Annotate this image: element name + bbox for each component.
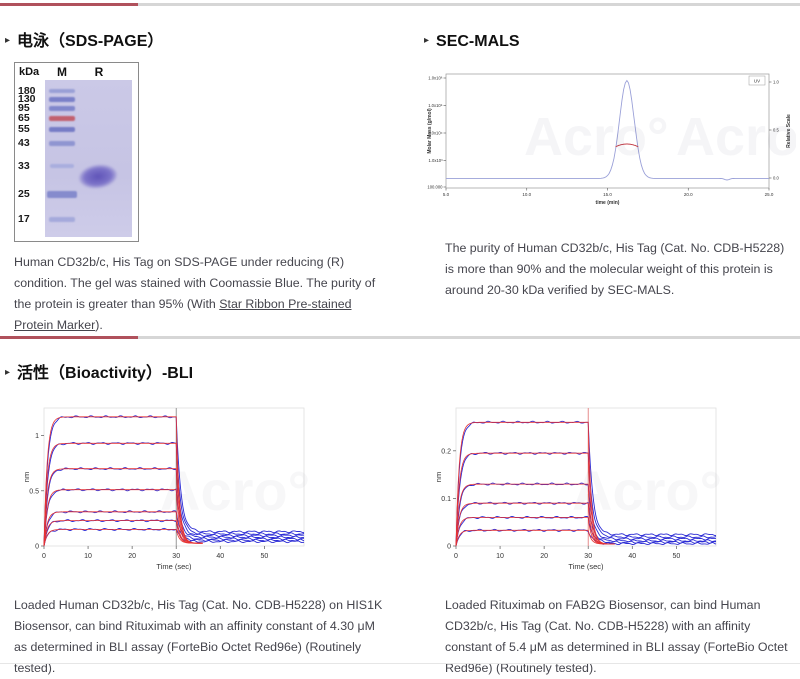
svg-text:0: 0 <box>454 553 458 560</box>
gel-ladder-label: 95 <box>18 102 30 114</box>
svg-text:40: 40 <box>216 553 224 560</box>
sec-mals-section: ▸ SEC-MALS Acro° Acro° 5.010.015.020.025… <box>424 30 796 301</box>
gel-unit-label: kDa <box>19 66 40 78</box>
gel-marker-band <box>47 190 77 198</box>
gel-ladder-label: 180 <box>18 85 36 97</box>
sds-page-section: ▸ 电泳（SDS-PAGE） kDa M R 180 130 95 65 55 43 33 2… <box>5 30 395 336</box>
gel-marker-band <box>49 126 75 132</box>
svg-text:10.0: 10.0 <box>522 192 531 197</box>
bli-fab2g-chart: 0 10 20 30 40 50 0 0.1 0.2 Time (sec) nm <box>434 407 717 571</box>
svg-text:0.5: 0.5 <box>29 488 39 495</box>
sds-page-caption: Human CD32b/c, His Tag on SDS-PAGE under… <box>14 252 376 336</box>
gel-ladder-label: 65 <box>18 112 30 124</box>
svg-text:0.2: 0.2 <box>441 448 451 455</box>
svg-text:nm: nm <box>434 472 443 482</box>
sec-mals-caption: The purity of Human CD32b/c, His Tag (Ca… <box>445 241 785 298</box>
sds-caption-text-end: ). <box>95 318 103 333</box>
svg-text:25.0: 25.0 <box>765 192 774 197</box>
svg-text:Time (sec): Time (sec) <box>568 562 604 571</box>
sds-page-title: 电泳（SDS-PAGE） <box>17 33 164 50</box>
bioactivity-title: 活性（Bioactivity）-BLI <box>17 365 194 382</box>
triangle-bullet-icon: ▸ <box>5 367 11 378</box>
svg-text:time (min): time (min) <box>596 200 620 206</box>
sds-page-header[interactable]: ▸ 电泳（SDS-PAGE） <box>5 30 395 54</box>
svg-text:50: 50 <box>672 553 680 560</box>
gel-marker-band <box>49 89 75 93</box>
svg-text:0.0: 0.0 <box>773 176 779 181</box>
svg-text:20: 20 <box>540 553 548 560</box>
svg-text:0: 0 <box>42 553 46 560</box>
svg-text:1.0x10⁴: 1.0x10⁴ <box>428 131 443 136</box>
gel-ladder-label: 25 <box>18 188 30 200</box>
section-divider <box>0 336 800 339</box>
gel-marker-band <box>50 164 74 168</box>
svg-text:10: 10 <box>84 553 92 560</box>
svg-text:50: 50 <box>260 553 268 560</box>
bli-right-caption: Loaded Rituximab on FAB2G Biosensor, can… <box>445 598 788 675</box>
gel-marker-band <box>49 96 75 102</box>
svg-text:30: 30 <box>172 553 180 560</box>
sds-caption-text: Human CD32b/c, His Tag on SDS-PAGE under… <box>14 255 376 312</box>
svg-text:0: 0 <box>447 544 451 551</box>
svg-text:0: 0 <box>35 544 39 551</box>
section-divider-accent <box>0 336 138 339</box>
svg-text:1.0x10⁶: 1.0x10⁶ <box>428 76 443 81</box>
gel-marker-band <box>49 140 75 146</box>
svg-text:1.0: 1.0 <box>773 80 779 85</box>
svg-text:15.0: 15.0 <box>603 192 612 197</box>
svg-text:100.000: 100.000 <box>427 185 443 190</box>
svg-text:0.5: 0.5 <box>773 128 779 133</box>
gel-marker-band <box>49 216 75 222</box>
gel-plate <box>45 80 132 237</box>
bioactivity-header[interactable]: ▸ 活性（Bioactivity）-BLI <box>5 362 193 386</box>
top-divider <box>0 3 800 6</box>
bli-his1k-chart: 0 10 20 30 40 50 0 0.5 1 Time (sec) nm <box>22 407 305 571</box>
svg-text:UV: UV <box>754 79 760 84</box>
svg-text:Time (sec): Time (sec) <box>156 562 192 571</box>
gel-marker-band <box>49 105 75 111</box>
top-divider-accent <box>0 3 138 6</box>
triangle-bullet-icon: ▸ <box>5 35 11 46</box>
bottom-divider <box>0 663 800 664</box>
sec-mals-header[interactable]: ▸ SEC-MALS <box>424 30 796 54</box>
svg-text:20: 20 <box>128 553 136 560</box>
triangle-bullet-icon: ▸ <box>424 35 430 46</box>
bli-left-caption: Loaded Human CD32b/c, His Tag (Cat. No. … <box>14 598 383 675</box>
gel-ladder-label: 43 <box>18 137 30 149</box>
gel-ladder-label: 55 <box>18 123 30 135</box>
svg-text:1: 1 <box>35 433 39 440</box>
svg-text:Relative Scale: Relative Scale <box>786 114 792 148</box>
svg-text:30: 30 <box>584 553 592 560</box>
svg-text:1.0x10⁵: 1.0x10⁵ <box>428 103 443 108</box>
svg-text:0.1: 0.1 <box>441 496 451 503</box>
gel-ladder-label: 33 <box>18 160 30 172</box>
gel-lane-r-label: R <box>94 65 104 79</box>
sec-mals-chart: 5.0 10.0 15.0 20.0 25.0 time (min) 1.0x10⁶ 1.0x… <box>427 73 792 206</box>
svg-text:1.0x10³: 1.0x10³ <box>429 158 444 163</box>
sec-mals-title: SEC-MALS <box>436 33 520 50</box>
gel-ladder-label: 130 <box>18 93 36 105</box>
svg-text:10: 10 <box>496 553 504 560</box>
svg-text:nm: nm <box>22 472 31 482</box>
gel-figure: kDa M R 180 130 95 65 55 43 33 25 17 <box>14 62 139 242</box>
gel-marker-band <box>49 115 75 121</box>
svg-text:40: 40 <box>628 553 636 560</box>
svg-text:Molar Mass (g/mol): Molar Mass (g/mol) <box>427 108 433 154</box>
svg-text:5.0: 5.0 <box>443 192 450 197</box>
svg-text:20.0: 20.0 <box>684 192 693 197</box>
gel-lane-m-label: M <box>57 65 67 79</box>
protein-marker-link[interactable]: Star Ribbon Pre-stained Protein Marker <box>14 297 352 333</box>
gel-ladder-label: 17 <box>18 213 30 225</box>
